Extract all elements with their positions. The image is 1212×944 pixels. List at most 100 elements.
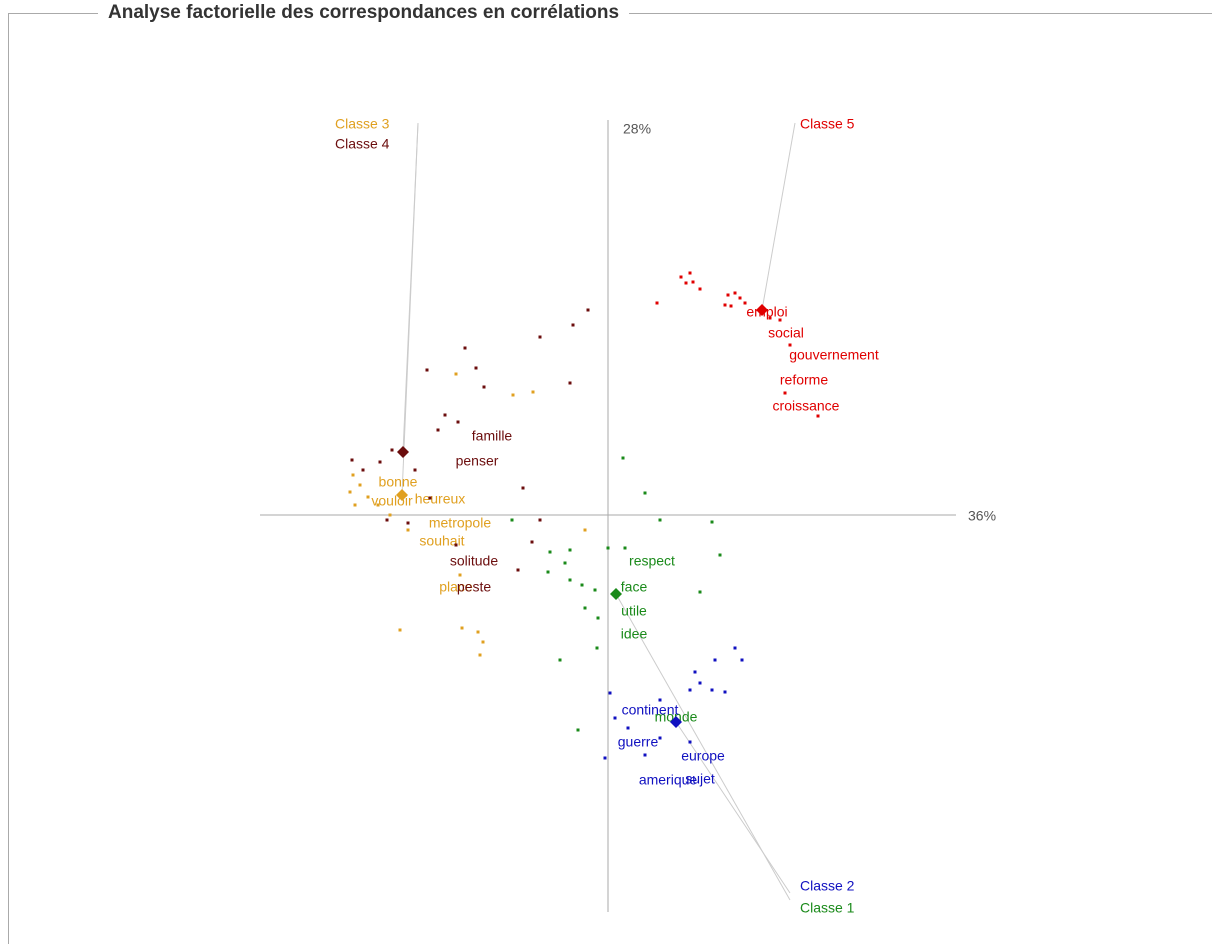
point — [603, 756, 607, 760]
point — [733, 291, 737, 295]
point — [658, 518, 662, 522]
point — [778, 318, 782, 322]
point — [698, 590, 702, 594]
point — [516, 568, 520, 572]
point — [385, 518, 389, 522]
point — [425, 368, 429, 372]
word-label: europe — [681, 748, 725, 764]
point — [460, 626, 464, 630]
point — [571, 323, 575, 327]
point — [376, 503, 380, 507]
point — [679, 275, 683, 279]
point — [563, 561, 567, 565]
class-center — [396, 489, 408, 501]
point — [580, 583, 584, 587]
point — [531, 390, 535, 394]
point — [538, 518, 542, 522]
point — [413, 468, 417, 472]
point — [658, 736, 662, 740]
point — [688, 740, 692, 744]
point — [723, 690, 727, 694]
point — [698, 681, 702, 685]
word-label: face — [621, 579, 648, 595]
point — [378, 460, 382, 464]
point — [643, 491, 647, 495]
word-label: solitude — [450, 553, 498, 569]
point — [643, 753, 647, 757]
point — [713, 658, 717, 662]
word-label: souhait — [419, 533, 464, 549]
class-center — [610, 588, 622, 600]
point — [626, 726, 630, 730]
point — [593, 588, 597, 592]
point — [568, 381, 572, 385]
word-label: guerre — [618, 734, 659, 750]
point — [688, 688, 692, 692]
point — [623, 546, 627, 550]
point — [718, 553, 722, 557]
point — [482, 385, 486, 389]
word-label: gouvernement — [789, 347, 879, 363]
word-label: heureux — [415, 491, 466, 507]
point — [548, 550, 552, 554]
word-label: idee — [621, 626, 648, 642]
point — [608, 691, 612, 695]
x-axis-label: 36% — [968, 508, 996, 524]
point — [788, 343, 792, 347]
word-label: metropole — [429, 515, 491, 531]
point — [726, 293, 730, 297]
point — [358, 483, 362, 487]
point — [583, 606, 587, 610]
point — [511, 393, 515, 397]
point — [521, 486, 525, 490]
point — [390, 448, 394, 452]
word-label: bonne — [379, 474, 418, 490]
point — [388, 513, 392, 517]
word-label: continent — [622, 702, 679, 718]
class-label: Classe 2 — [800, 878, 855, 894]
point — [428, 496, 432, 500]
point — [350, 458, 354, 462]
word-label: sujet — [685, 771, 715, 787]
point — [436, 428, 440, 432]
point — [691, 280, 695, 284]
point — [693, 670, 697, 674]
point — [729, 304, 733, 308]
point — [546, 570, 550, 574]
word-label: emploi — [746, 304, 787, 320]
class-label: Classe 5 — [800, 116, 855, 132]
class-label: Classe 4 — [335, 136, 390, 152]
point — [816, 414, 820, 418]
word-label: peste — [457, 579, 491, 595]
point — [456, 420, 460, 424]
point — [586, 308, 590, 312]
point — [476, 630, 480, 634]
point — [743, 301, 747, 305]
word-label: respect — [629, 553, 675, 569]
point — [443, 413, 447, 417]
point — [613, 716, 617, 720]
point — [698, 287, 702, 291]
word-label: reforme — [780, 372, 828, 388]
word-label: social — [768, 325, 804, 341]
point — [406, 528, 410, 532]
point — [684, 281, 688, 285]
point — [478, 653, 482, 657]
word-label: amerique — [639, 772, 698, 788]
word-label: famille — [472, 428, 513, 444]
point — [366, 495, 370, 499]
point — [606, 546, 610, 550]
class-link — [761, 122, 796, 311]
point — [568, 548, 572, 552]
point — [576, 728, 580, 732]
class-link — [402, 122, 419, 453]
class-center — [756, 304, 768, 316]
point — [740, 658, 744, 662]
point — [454, 372, 458, 376]
point — [458, 573, 462, 577]
point — [474, 366, 478, 370]
point — [398, 628, 402, 632]
point — [454, 543, 458, 547]
point — [621, 456, 625, 460]
